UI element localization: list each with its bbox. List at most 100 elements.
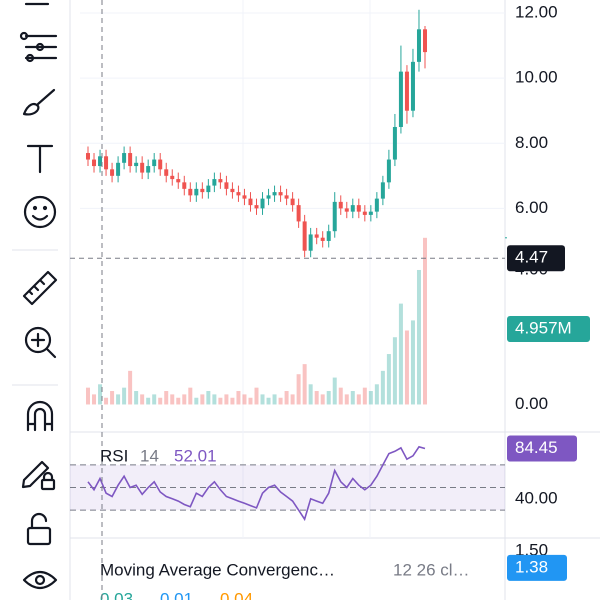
- tool-lines[interactable]: [24, 0, 50, 6]
- candle-body: [284, 195, 289, 199]
- candle-body: [206, 185, 211, 193]
- volume-bar: [230, 397, 235, 405]
- rsi-length: 14: [140, 446, 159, 465]
- volume-bar: [374, 384, 379, 405]
- volume-bar: [404, 330, 409, 405]
- volume-bar: [296, 374, 301, 405]
- candle-body: [392, 126, 397, 160]
- candle-body: [266, 195, 271, 199]
- candle-body: [260, 198, 265, 209]
- macd-last-text: 1.38: [515, 557, 548, 576]
- volume-bar: [416, 269, 421, 405]
- volume-bar: [302, 364, 307, 405]
- candle-body: [398, 71, 403, 127]
- candle-body: [326, 231, 331, 241]
- candle-body: [212, 179, 217, 186]
- volume-bar: [278, 397, 283, 405]
- tool-zoom[interactable]: [24, 326, 57, 359]
- candle-body: [254, 205, 259, 209]
- candle-body: [134, 162, 139, 167]
- volume-bar: [98, 384, 103, 405]
- candle-body: [296, 205, 301, 222]
- volume-bar: [212, 394, 217, 405]
- candle-body: [380, 182, 385, 199]
- tool-ruler[interactable]: [22, 270, 58, 306]
- volume-bar: [248, 397, 253, 405]
- volume-bar: [236, 391, 241, 405]
- rsi-header-value: 52.01: [174, 446, 217, 465]
- candle-body: [182, 182, 187, 189]
- crosshair-price-box: [507, 245, 565, 272]
- volume-bar: [146, 397, 151, 405]
- candle-body: [110, 169, 115, 176]
- rsi-last-box: [507, 435, 577, 462]
- chart-content: 6.008.0010.0012.000.002.004.004.474.957M…: [70, 3, 590, 600]
- volume-bar: [242, 394, 247, 405]
- candle-body: [410, 61, 415, 111]
- candle-body: [404, 71, 409, 111]
- candle-body: [423, 29, 427, 53]
- crosshair-price-text: 4.47: [515, 248, 548, 267]
- volume-bar: [410, 320, 415, 405]
- volume-bar: [314, 391, 319, 405]
- volume-bar: [320, 394, 325, 405]
- volume-bar: [266, 397, 271, 405]
- volume-bar: [134, 391, 139, 405]
- volume-bar: [386, 354, 391, 405]
- candle-body: [194, 188, 199, 196]
- volume-bar: [206, 391, 211, 405]
- candle-body: [308, 234, 313, 251]
- volume-bar: [362, 387, 367, 405]
- rsi-name: RSI: [100, 446, 128, 465]
- candle-body: [290, 198, 295, 206]
- volume-bar: [290, 394, 295, 405]
- volume-bar: [392, 337, 397, 405]
- volume-bar: [254, 387, 259, 405]
- volume-bar: [200, 394, 205, 405]
- candle-body: [230, 188, 235, 193]
- tool-brush[interactable]: [22, 88, 56, 116]
- macd-params: 12 26 cl…: [393, 560, 470, 579]
- volume-bar: [338, 387, 343, 405]
- volume-last-text: 4.957M: [515, 318, 572, 337]
- candle-body: [356, 205, 361, 212]
- volume-bar: [308, 384, 313, 405]
- volume-bar: [194, 397, 199, 405]
- tool-magnet[interactable]: [26, 400, 54, 432]
- tool-text[interactable]: [26, 144, 54, 174]
- candle-body: [416, 29, 421, 62]
- candle-body: [278, 192, 283, 196]
- volume-bar: [176, 397, 181, 405]
- tool-eye[interactable]: [22, 570, 58, 590]
- volume-bar: [224, 394, 229, 405]
- candle-body: [320, 237, 325, 241]
- volume-bar: [182, 394, 187, 405]
- volume-bar: [164, 391, 169, 405]
- candle-body: [188, 188, 193, 196]
- candle-body: [302, 221, 307, 251]
- volume-bar: [158, 397, 163, 405]
- tool-emoji[interactable]: [23, 195, 57, 229]
- candle-body: [158, 159, 163, 170]
- tool-fib[interactable]: [19, 31, 58, 63]
- candle-body: [248, 198, 253, 206]
- macd-legend-value: 0.03: [100, 589, 133, 600]
- candle-body: [344, 208, 349, 212]
- volume-bar: [104, 397, 109, 405]
- macd-legend-value: 0.01: [160, 589, 193, 600]
- tool-lock[interactable]: [26, 512, 52, 546]
- candle-body: [338, 201, 343, 209]
- candle-body: [128, 153, 133, 167]
- volume-bar: [326, 391, 331, 405]
- volume-bar: [332, 377, 337, 405]
- volume-bar: [92, 394, 97, 405]
- volume-bar: [356, 394, 361, 405]
- volume-bar: [140, 394, 145, 405]
- volume-bar: [218, 397, 223, 405]
- candle-body: [374, 198, 379, 212]
- candle-body: [314, 234, 319, 238]
- volume-bar: [260, 394, 265, 405]
- candle-body: [332, 201, 337, 232]
- volume-bar: [368, 391, 373, 405]
- tool-lock-draw[interactable]: [21, 460, 56, 491]
